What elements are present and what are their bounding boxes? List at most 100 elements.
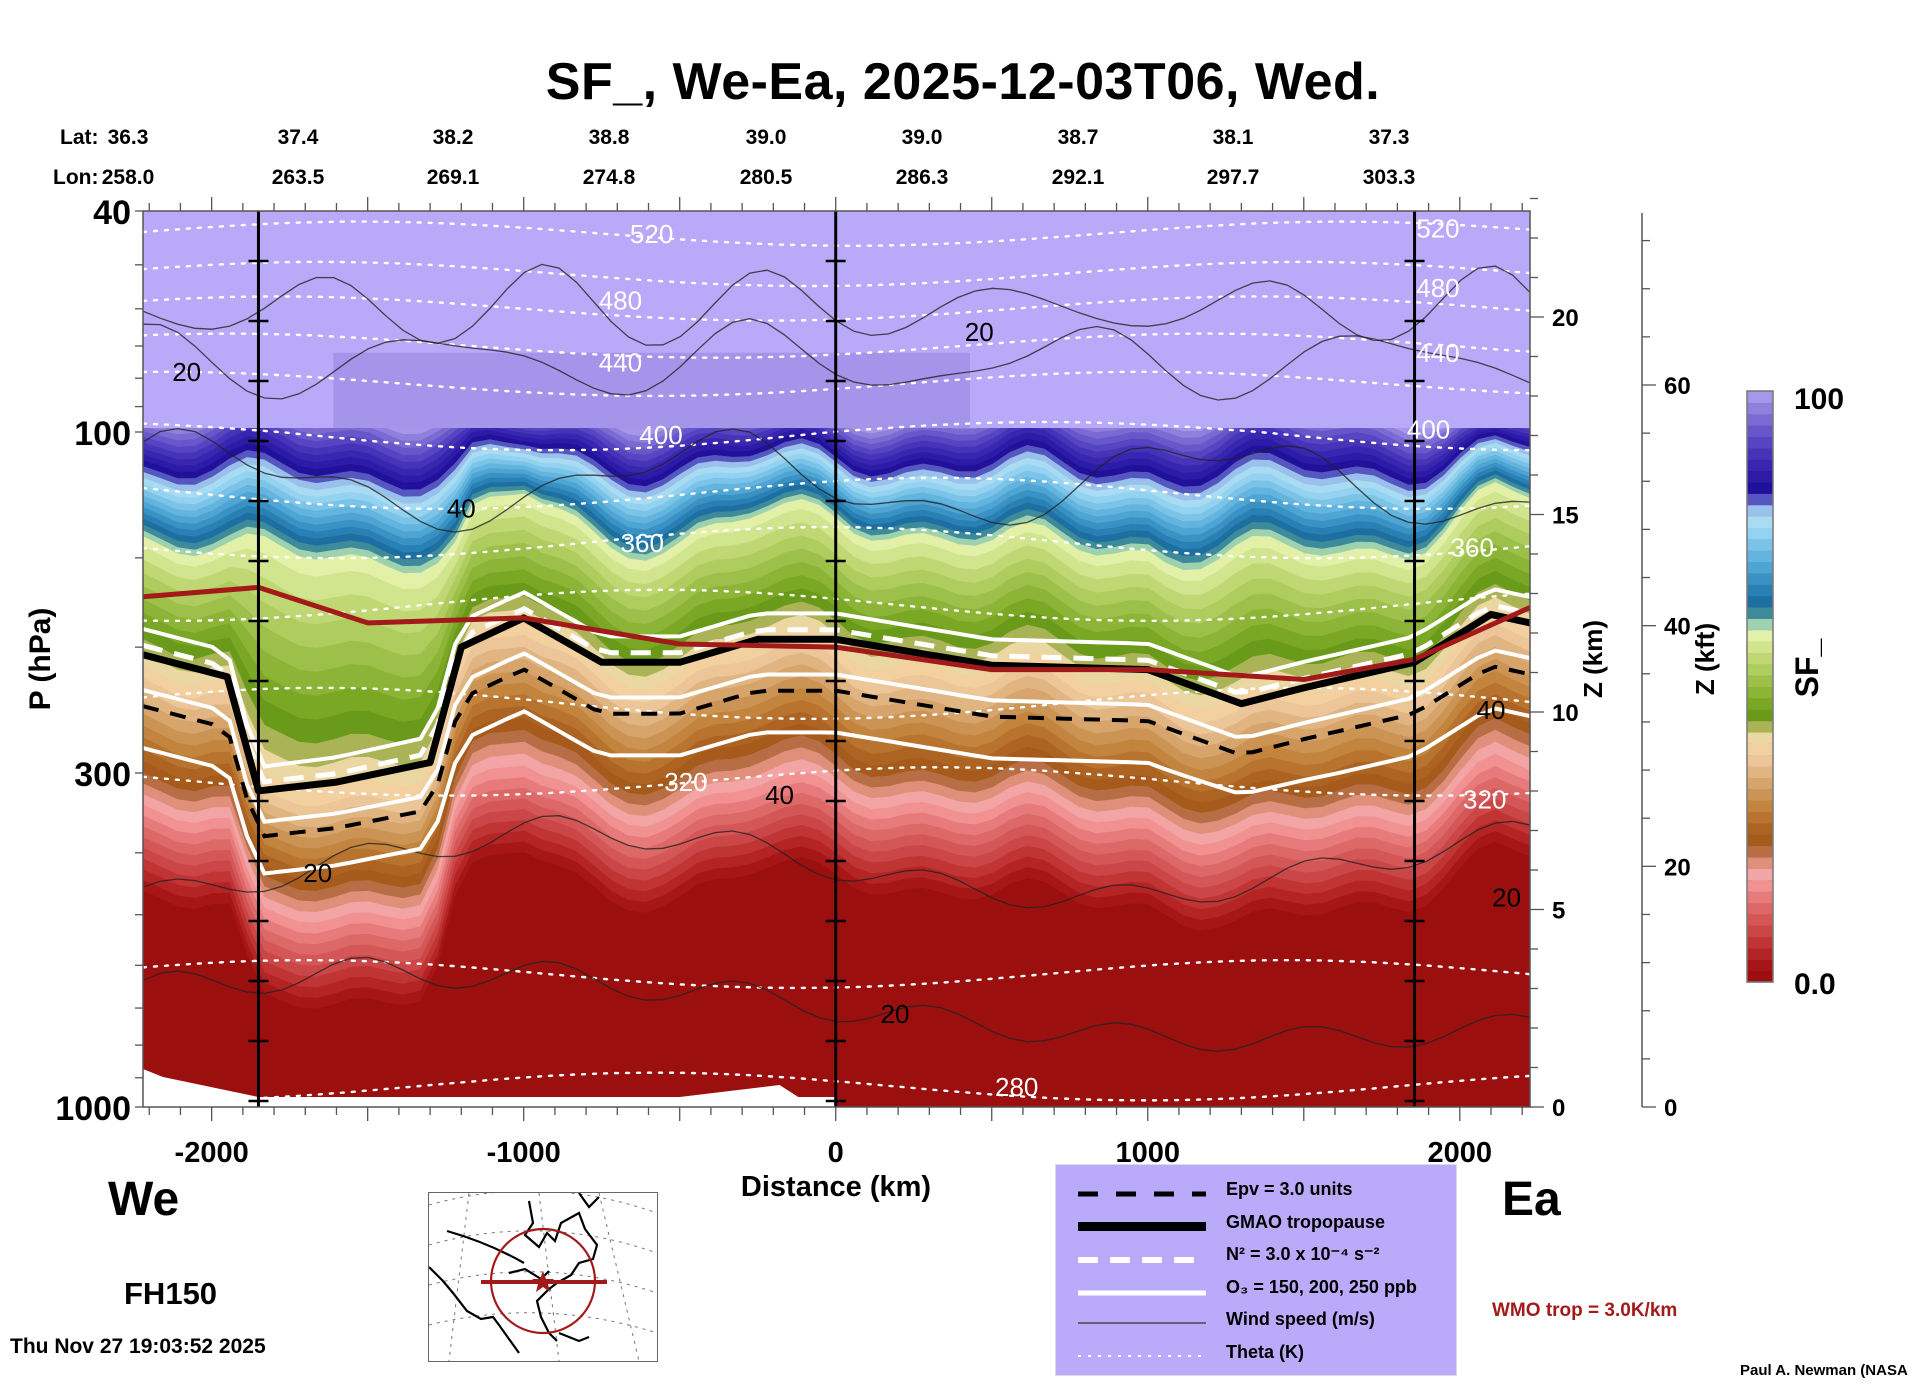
colorbar-swatch [1747,538,1773,551]
theta-label: 520 [630,219,673,249]
colorbar-swatch [1747,641,1773,654]
colorbar-swatch [1747,947,1773,960]
z-kft-tick-label: 20 [1664,854,1691,881]
lon-label: Lon: [53,166,99,189]
colorbar-swatch [1747,663,1773,676]
plot-frame [142,210,1531,1108]
x-axis-label: Distance (km) [741,1171,931,1203]
white-solid-line-icon [1078,1290,1206,1296]
gmao-tropopause-line [143,610,1530,795]
lon-value: 292.1 [1051,166,1105,189]
colorbar-swatch [1747,470,1773,483]
legend-item-wind-speed: Wind speed (m/s) [1056,1307,1456,1337]
black-thick-line-icon [1078,1222,1206,1231]
lon-value: 297.7 [1206,166,1260,189]
legend-item-gmao-tropopause: GMAO tropopause [1056,1210,1456,1240]
colorbar-swatch [1747,675,1773,688]
wind-speed-label: 20 [881,999,910,1029]
lat-value: 37.3 [1368,126,1410,149]
wind-speed-label: 20 [172,357,201,387]
colorbar-swatch [1747,970,1773,983]
z-kft-axis-label: Z (kft) [1690,623,1720,695]
lat-value: 38.1 [1212,126,1254,149]
colorbar-swatch [1747,595,1773,608]
forecast-hour-label: FH150 [124,1276,218,1311]
colorbar-swatch [1747,891,1773,904]
colorbar-swatch [1747,766,1773,779]
z-kft-tick-label: 40 [1664,614,1691,641]
y-tick-label: 1000 [55,1090,131,1128]
x-tick-label: 2000 [1428,1137,1493,1169]
colorbar-swatch [1747,925,1773,938]
chart-title: SF_, We-Ea, 2025-12-03T06, Wed. [545,53,1381,111]
location-inset-map [428,1190,658,1362]
legend-item-ozone: O₃ = 150, 200, 250 ppb [1056,1275,1456,1305]
lat-value: 38.8 [588,126,630,149]
z-km-tick-label: 5 [1552,898,1565,925]
legend-label: Wind speed (m/s) [1226,1309,1375,1329]
legend-item-epv: Epv = 3.0 units [1056,1177,1456,1207]
theta-label: 480 [599,286,642,316]
lat-value: 37.4 [277,126,319,149]
z-km-tick-label: 20 [1552,305,1579,332]
x-tick-label: -2000 [175,1137,249,1169]
colorbar-swatch [1747,754,1773,767]
theta-label: 400 [1407,415,1450,445]
theta-label: 320 [1463,784,1506,814]
y-axis-label: P (hPa) [24,608,57,711]
lon-value: 286.3 [895,166,949,189]
theta-label: 280 [995,1072,1038,1102]
z-km-tick-label: 15 [1552,503,1579,530]
colorbar-swatch [1747,516,1773,528]
wind-speed-label: 40 [765,780,794,810]
colorbar-swatch [1747,413,1773,426]
lon-value: 280.5 [739,166,793,189]
colorbar-swatch [1747,402,1773,415]
y-tick-label: 40 [93,194,131,232]
z-km-tick-label: 0 [1552,1095,1565,1122]
legend-label: Epv = 3.0 units [1226,1179,1353,1199]
colorbar-swatch [1747,572,1773,585]
timestamp: Thu Nov 27 19:03:52 2025 [10,1335,266,1358]
theta-label: 360 [621,528,664,558]
credit-text: Paul A. Newman (NASA [1740,1362,1908,1379]
colorbar-swatch [1747,652,1773,665]
legend-label: O₃ = 150, 200, 250 ppb [1226,1277,1417,1297]
terrain-mask [143,1069,836,1107]
z-kft-tick-label: 60 [1664,373,1691,400]
colorbar-swatch [1747,913,1773,926]
colorbar-swatch [1747,459,1773,472]
legend-label: Theta (K) [1226,1342,1304,1362]
z-km-axis-label: Z (km) [1578,620,1608,698]
black-dashed-line-icon [1078,1191,1206,1197]
z-km-tick-label: 10 [1552,700,1579,727]
colorbar-swatch [1747,879,1773,892]
colorbar-swatch [1747,425,1773,438]
lat-value: 38.2 [432,126,474,149]
colorbar-swatch [1747,584,1773,597]
colorbar-frame [1746,390,1774,983]
east-direction-label: Ea [1502,1173,1561,1226]
lon-value: 269.1 [426,166,480,189]
white-dotted-line-icon [1078,1355,1206,1357]
theta-label: 520 [1416,213,1459,243]
north-america-map-icon [428,1190,658,1362]
legend-label: GMAO tropopause [1226,1212,1386,1232]
lon-value: 303.3 [1362,166,1416,189]
colorbar-swatch [1747,936,1773,949]
colorbar-swatch [1747,606,1773,619]
colorbar-swatch [1747,856,1773,869]
stratosphere-plateau [333,352,970,428]
colorbar-swatch [1747,504,1773,517]
theta-label: 320 [664,767,707,797]
y-tick-label: 300 [74,756,131,794]
colorbar-swatch [1747,811,1773,824]
colorbar-swatch [1747,959,1773,972]
colorbar-swatch [1747,436,1773,449]
lat-label: Lat: [60,126,99,149]
colorbar-swatch [1747,902,1773,915]
x-tick-label: 0 [828,1137,844,1169]
x-tick-label: -1000 [487,1137,561,1169]
wind-speed-label: 20 [965,317,994,347]
